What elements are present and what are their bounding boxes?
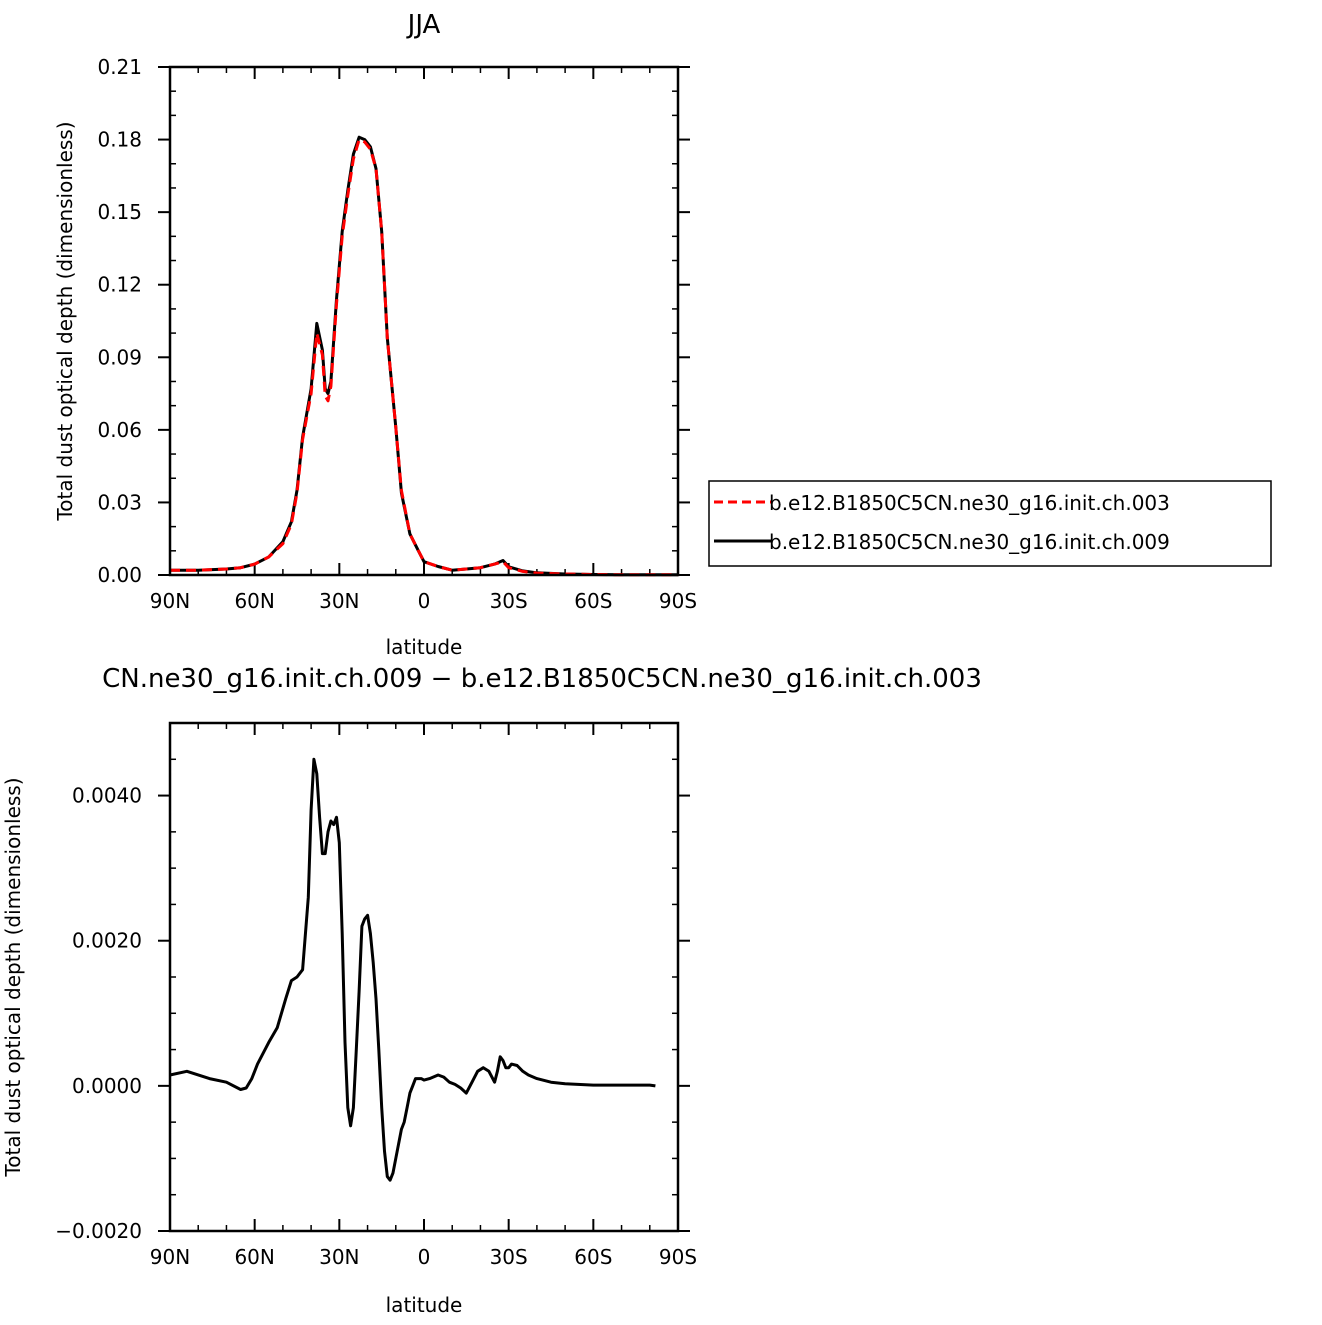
bottom-chart-x-tick-label-1: 60N [234, 1245, 274, 1269]
top-chart-frame [168, 65, 680, 577]
bottom-chart-x-tick-label-4: 30S [490, 1245, 528, 1269]
legend: b.e12.B1850C5CN.ne30_g16.init.ch.003 b.e… [708, 480, 1272, 567]
bottom-chart-x-tick-label-6: 90S [659, 1245, 697, 1269]
top-chart-y-axis-label: Total dust optical depth (dimensionless) [53, 121, 77, 521]
legend-label-009: b.e12.B1850C5CN.ne30_g16.init.ch.009 [769, 530, 1170, 554]
bottom-chart-x-axis-label: latitude [386, 1293, 463, 1317]
bottom-chart-y-tick-label-2: 0.0020 [72, 929, 142, 953]
top-chart-y-tick-label-6: 0.18 [97, 128, 142, 152]
top-chart-x-tick-label-6: 90S [659, 589, 697, 613]
top-chart-y-tick-label-4: 0.12 [97, 273, 142, 297]
top-chart-series-line-0 [170, 138, 678, 577]
bottom-chart-x-tick-label-2: 30N [319, 1245, 359, 1269]
bottom-chart-x-tick-label-3: 0 [418, 1245, 431, 1269]
top-chart-y-tick-label-7: 0.21 [97, 55, 142, 79]
bottom-chart-frame [168, 721, 680, 1233]
top-chart-lines [170, 135, 678, 577]
top-chart-x-tick-label-5: 60S [574, 589, 612, 613]
bottom-chart: CN.ne30_g16.init.ch.009 − b.e12.B1850C5C… [1, 664, 982, 1317]
bottom-chart-y-tick-label-0: −0.0020 [55, 1219, 142, 1243]
top-chart-y-tick-label-0: 0.00 [97, 563, 142, 587]
bottom-chart-x-tick-label-0: 90N [150, 1245, 190, 1269]
top-chart-y-tick-label-2: 0.06 [97, 418, 142, 442]
top-chart-ticks: 90N 60N 30N 0 30S 60S 90S 0.00 0.03 0.06 0.09 0.12 0… [97, 55, 697, 613]
top-chart-series-line-1 [170, 135, 678, 577]
bottom-chart-title: CN.ne30_g16.init.ch.009 − b.e12.B1850C5C… [102, 664, 982, 694]
top-chart-x-tick-label-0: 90N [150, 589, 190, 613]
top-chart-x-tick-label-4: 30S [490, 589, 528, 613]
legend-box [708, 480, 1272, 567]
bottom-chart-x-tick-label-5: 60S [574, 1245, 612, 1269]
top-chart-y-tick-label-5: 0.15 [97, 200, 142, 224]
bottom-chart-series-line-0 [169, 757, 656, 1182]
top-chart-x-tick-label-3: 0 [418, 589, 431, 613]
top-chart-y-tick-label-1: 0.03 [97, 490, 142, 514]
top-chart-title: JJA [406, 10, 441, 40]
legend-label-003: b.e12.B1850C5CN.ne30_g16.init.ch.003 [769, 491, 1170, 515]
bottom-chart-y-tick-label-1: 0.0000 [72, 1074, 142, 1098]
bottom-chart-line [169, 757, 656, 1182]
bottom-chart-y-axis-label: Total dust optical depth (dimensionless) [1, 777, 25, 1177]
top-chart-x-tick-label-1: 60N [234, 589, 274, 613]
top-chart-y-tick-label-3: 0.09 [97, 345, 142, 369]
top-chart: JJA latitude Total dust optical depth (d… [53, 10, 1272, 659]
top-chart-x-tick-label-2: 30N [319, 589, 359, 613]
bottom-chart-y-tick-label-3: 0.0040 [72, 784, 142, 808]
top-chart-x-axis-label: latitude [386, 635, 463, 659]
